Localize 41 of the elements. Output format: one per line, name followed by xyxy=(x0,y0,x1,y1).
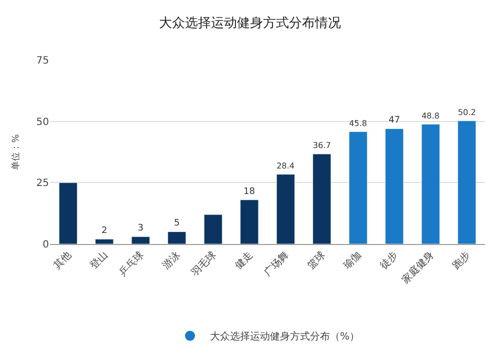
x-tick-label: 广场舞 xyxy=(262,249,292,279)
data-label: 48.8 xyxy=(422,112,440,121)
x-tick-label: 羽毛球 xyxy=(189,249,219,279)
data-label: 28.4 xyxy=(276,162,294,171)
chart-title: 大众选择运动健身方式分布情况 xyxy=(159,15,341,32)
bar xyxy=(421,124,440,244)
y-tick-label: 0 xyxy=(42,240,49,250)
data-label: 45.8 xyxy=(349,118,367,128)
bar xyxy=(204,214,222,244)
y-tick-label: 50 xyxy=(36,116,49,128)
data-label: 2 xyxy=(102,226,108,236)
data-label: 47 xyxy=(388,116,400,126)
y-tick-label: 75 xyxy=(36,56,49,66)
x-tick-label: 家庭健身 xyxy=(400,249,436,286)
legend-label: 大众选择运动健身方式分布（%） xyxy=(210,330,360,343)
data-label: 36.7 xyxy=(312,140,331,150)
bar xyxy=(95,238,114,244)
x-tick-label: 其他 xyxy=(51,249,74,272)
x-tick-label: 徒步 xyxy=(377,249,400,272)
data-label: 50.2 xyxy=(458,107,476,118)
x-tick-label: 乒乓球 xyxy=(116,249,146,279)
bar xyxy=(168,231,186,244)
bar xyxy=(276,174,295,244)
bar xyxy=(385,128,404,244)
y-tick-label: 25 xyxy=(36,178,49,190)
x-tick-label: 登山 xyxy=(87,249,110,272)
bar xyxy=(458,120,476,244)
x-tick-label: 瑜伽 xyxy=(341,249,364,272)
y-axis-title: 单位：% xyxy=(10,134,22,170)
data-label: 3 xyxy=(138,224,144,234)
x-tick-label: 健走 xyxy=(232,249,256,272)
x-tick-label: 篮球 xyxy=(304,249,328,272)
data-label: 18 xyxy=(244,186,256,197)
x-tick-label: 游泳 xyxy=(160,249,183,272)
bar xyxy=(240,200,259,244)
bar xyxy=(58,182,78,244)
bar xyxy=(348,131,368,244)
bar xyxy=(312,154,332,244)
data-label: 5 xyxy=(174,218,180,229)
bar xyxy=(131,236,150,244)
x-tick-label: 跑步 xyxy=(450,249,473,272)
